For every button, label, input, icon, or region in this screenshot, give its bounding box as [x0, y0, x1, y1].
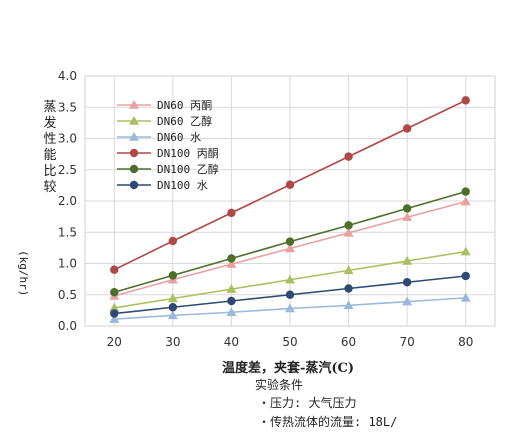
legend-item: DN60 水 [117, 129, 219, 145]
data-point [402, 256, 413, 265]
data-point [129, 116, 139, 125]
data-point [402, 278, 412, 287]
legend-label: DN100 丙酮 [157, 147, 219, 160]
y-axis-ticks: 0.0 0.5 1.0 1.5 2.0 2.5 3.0 3.5 4.0 [58, 69, 77, 333]
y-tick-label: 4.0 [58, 69, 77, 83]
data-point [129, 148, 139, 158]
legend-label: DN60 水 [157, 131, 202, 144]
data-point [285, 274, 295, 284]
data-point [343, 265, 354, 275]
series-markers [109, 96, 471, 323]
data-point [110, 309, 119, 318]
x-tick-label: 20 [107, 335, 122, 349]
data-point [460, 246, 471, 256]
data-point [461, 96, 470, 105]
legend: DN60 丙酮 DN60 乙醇 DN60 水 DN100 丙酮 DN100 乙醇 DN10… [117, 97, 219, 193]
y-axis-unit: (kg/hr) [17, 250, 30, 297]
y-tick-label: 3.5 [58, 100, 77, 114]
legend-item: DN100 水 [117, 177, 219, 193]
data-point [461, 187, 470, 196]
data-point [129, 100, 139, 109]
data-point [167, 293, 178, 303]
data-point [344, 152, 353, 161]
y-axis-label-char: 蒸 [43, 100, 57, 115]
data-point [110, 265, 119, 274]
data-point [343, 227, 354, 237]
legend-swatch [117, 180, 151, 190]
data-point [129, 164, 139, 174]
y-axis-label-char: 能 [43, 148, 57, 163]
legend-label: DN100 乙醇 [157, 163, 219, 176]
data-point [344, 284, 353, 293]
data-point [285, 243, 295, 253]
data-point [226, 284, 237, 293]
data-point [402, 124, 412, 133]
data-point [109, 302, 120, 312]
data-point [129, 180, 139, 190]
data-point [461, 271, 470, 281]
x-axis-label: 温度差，夹套-蒸汽(C) [222, 361, 355, 376]
data-point [168, 303, 178, 312]
data-point [227, 254, 236, 263]
legend-swatch [117, 148, 151, 158]
data-point [168, 271, 178, 280]
x-tick-label: 30 [165, 335, 180, 349]
data-point [110, 288, 119, 297]
y-tick-label: 3.0 [58, 132, 77, 146]
conditions-title: 实验条件 [255, 378, 304, 392]
data-point [109, 314, 120, 323]
y-axis-label-char: 较 [43, 180, 57, 195]
legend-swatch [117, 132, 151, 141]
y-tick-label: 0.5 [58, 288, 77, 302]
data-point [402, 296, 413, 306]
x-axis-ticks: 20 30 40 50 60 70 80 [107, 335, 474, 349]
legend-item: DN60 丙酮 [117, 97, 219, 113]
data-point [227, 208, 236, 218]
y-tick-label: 1.5 [58, 225, 77, 239]
y-tick-label: 0.0 [58, 319, 77, 333]
legend-item: DN100 丙酮 [117, 145, 219, 161]
x-tick-label: 50 [282, 335, 297, 349]
data-point [168, 236, 178, 246]
data-point [226, 259, 237, 268]
data-point [343, 300, 354, 310]
data-point [402, 212, 413, 221]
data-point [344, 221, 353, 230]
y-axis-label-char: 比 [43, 164, 57, 179]
y-tick-label: 2.5 [58, 163, 77, 177]
x-tick-label: 60 [341, 335, 356, 349]
x-tick-label: 80 [458, 335, 473, 349]
y-tick-label: 1.0 [58, 257, 77, 271]
data-point [402, 204, 412, 213]
data-point [226, 307, 237, 316]
y-axis-label: 蒸发性能比较 [42, 100, 58, 196]
y-axis-label-char: 发 [43, 116, 57, 131]
x-tick-label: 40 [224, 335, 239, 349]
legend-swatch [117, 116, 151, 125]
legend-item: DN100 乙醇 [117, 161, 219, 177]
legend-swatch [117, 100, 151, 109]
condition-flow-rate: ・传热流体的流量: 18L/ [258, 415, 398, 429]
legend-label: DN60 乙醇 [157, 115, 213, 128]
data-point [460, 292, 471, 302]
data-point [167, 310, 178, 320]
x-tick-label: 70 [400, 335, 415, 349]
legend-swatch [117, 164, 151, 174]
condition-pressure: ・压力: 大气压力 [258, 396, 357, 410]
data-point [285, 180, 295, 189]
data-point [227, 296, 236, 306]
legend-item: DN60 乙醇 [117, 113, 219, 129]
data-point [460, 196, 471, 206]
data-point [285, 237, 295, 246]
y-axis-label-char: 性 [43, 132, 57, 147]
data-point [129, 132, 139, 141]
data-point [285, 290, 295, 299]
legend-label: DN60 丙酮 [157, 99, 213, 112]
plot-border [84, 75, 496, 327]
data-point [285, 303, 295, 313]
y-tick-label: 2.0 [58, 194, 77, 208]
legend-label: DN100 水 [157, 179, 208, 192]
